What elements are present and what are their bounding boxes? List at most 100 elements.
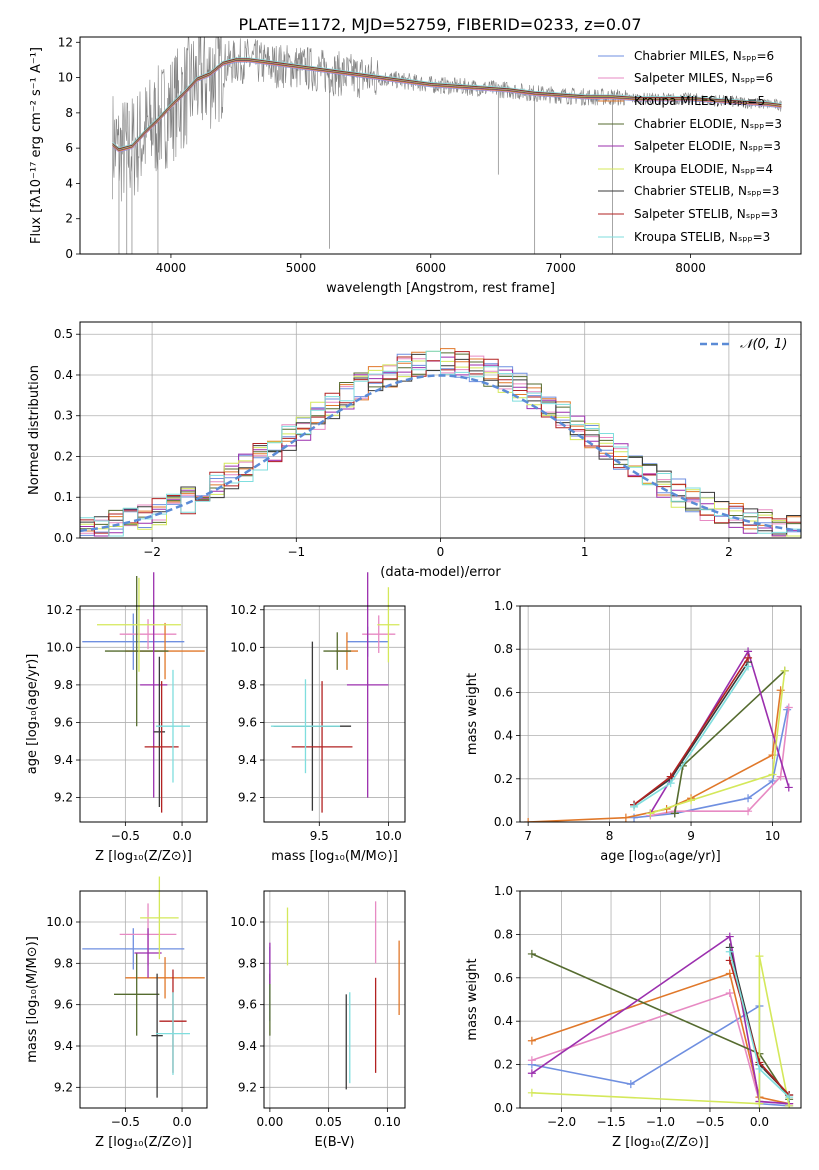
- ytick-label-0: 9.2: [238, 791, 257, 805]
- legend-label-4: Salpeter ELODIE, Nₛₚₚ=3: [634, 139, 781, 153]
- spectrum-legend: Chabrier MILES, Nₛₚₚ=6 Salpeter MILES, N…: [598, 49, 782, 244]
- ytick-label-1: 9.4: [238, 1039, 257, 1053]
- ytick-label-0: 9.2: [54, 1080, 73, 1094]
- xtick-label-3: 10: [765, 829, 780, 843]
- weight-marker-8-0: [725, 947, 734, 956]
- axes-frame: [519, 890, 802, 1109]
- ylabel-mass_vs_Z: mass [log₁₀(M/M⊙)]: [25, 936, 40, 1063]
- ytick-label-5: 0.5: [54, 327, 73, 341]
- xtick-label-0: 4000: [156, 261, 187, 275]
- axes-weight_vs_age: 7 8 9 10 0.0 0.2 0.4 0.6 0.8 1.0 age [log₁₀(age/yr…: [465, 599, 802, 864]
- xtick-label-1: 10.0: [375, 829, 402, 843]
- xtick-label-1: 5000: [286, 261, 317, 275]
- legend-entry-5: Kroupa ELODIE, Nₛₚₚ=4: [598, 162, 773, 176]
- legend-entry-7: Salpeter STELIB, Nₛₚₚ=3: [598, 207, 778, 221]
- axes-residuals: −2 −1 0 1 2 0.0 0.1 0.2 0.3 0.4 0.5 (data-model)/er…: [27, 321, 802, 580]
- weight-marker-2-1: [621, 813, 630, 822]
- weight-marker-3-0: [527, 949, 536, 958]
- xtick-label-2: 6000: [415, 261, 446, 275]
- xtick-label-0: 0.00: [257, 1115, 284, 1129]
- weight-marker-0-0: [630, 813, 639, 822]
- ytick-label-5: 1.0: [494, 884, 513, 898]
- figure-title: PLATE=1172, MJD=52759, FIBERID=0233, z=0…: [238, 15, 641, 34]
- xtick-label-0: −2: [143, 545, 161, 559]
- xtick-label-4: 2: [725, 545, 733, 559]
- ytick-label-0: 0.0: [54, 531, 73, 545]
- ylabel-spectrum: Flux [fλ10⁻¹⁷ erg cm⁻² s⁻¹ A⁻¹]: [29, 47, 44, 244]
- ytick-label-1: 9.4: [54, 1039, 73, 1053]
- legend-entry-3: Chabrier ELODIE, Nₛₚₚ=3: [598, 117, 782, 131]
- ytick-label-6: 12: [58, 35, 73, 49]
- xtick-label-1: 8: [606, 829, 614, 843]
- ytick-label-2: 0.4: [494, 729, 513, 743]
- legend-label-7: Salpeter STELIB, Nₛₚₚ=3: [634, 207, 778, 221]
- weight-marker-5-1: [687, 796, 696, 805]
- weight-marker-2-0: [527, 1036, 536, 1045]
- legend-label-1: Salpeter MILES, Nₛₚₚ=6: [634, 71, 773, 85]
- xtick-label-3: −0.5: [695, 1115, 724, 1129]
- ytick-label-0: 0.0: [494, 815, 513, 829]
- axes-age_vs_mass: 9.5 10.0 9.2 9.4 9.6 9.8 10.0 10.2 mass [log₁₀(M…: [230, 572, 406, 864]
- xlabel-mass_vs_Z: Z [log₁₀(Z/Z⊙)]: [95, 1135, 192, 1150]
- weight-marker-5-2: [755, 952, 764, 961]
- axes-frame: [79, 36, 802, 255]
- weight-lines-weight_vs_Z: [527, 932, 794, 1108]
- xtick-label-0: −0.5: [111, 829, 140, 843]
- weight-line-5: [650, 670, 786, 815]
- xtick-label-0: 7: [524, 829, 532, 843]
- axes-frame: [79, 321, 802, 539]
- weight-marker-0-4: [783, 705, 792, 714]
- ytick-label-1: 2: [65, 212, 73, 226]
- ytick-label-4: 0.8: [494, 927, 513, 941]
- weight-marker-1-1: [725, 988, 734, 997]
- ylabel-residuals: Normed distribution: [27, 365, 42, 495]
- ylabel-weight_vs_age: mass weight: [465, 673, 480, 755]
- axes-mass_vs_Z: −0.5 0.0 9.2 9.4 9.6 9.8 10.0 Z [log₁₀(Z/Z⊙)] ma…: [25, 876, 208, 1150]
- xlabel-age_vs_Z: Z [log₁₀(Z/Z⊙)]: [95, 849, 192, 864]
- xtick-label-1: −1.5: [596, 1115, 625, 1129]
- axes-frame: [79, 890, 208, 1109]
- xtick-label-4: 8000: [675, 261, 706, 275]
- xtick-label-0: −0.5: [111, 1115, 140, 1129]
- ytick-label-2: 0.4: [494, 1014, 513, 1028]
- xlabel-spectrum: wavelength [Angstrom, rest frame]: [326, 281, 555, 296]
- ytick-label-2: 4: [65, 176, 73, 190]
- xtick-label-1: −1: [287, 545, 305, 559]
- ytick-label-5: 10.2: [46, 603, 73, 617]
- ytick-label-0: 0: [65, 247, 73, 261]
- weight-marker-4-1: [725, 932, 734, 941]
- ytick-label-0: 9.2: [54, 791, 73, 805]
- ytick-label-1: 0.1: [54, 490, 73, 504]
- weight-marker-5-0: [646, 809, 655, 818]
- ytick-label-3: 6: [65, 141, 73, 155]
- weight-marker-5-0: [527, 1088, 536, 1097]
- weight-marker-5-3: [780, 666, 789, 675]
- observed-spectrum: [112, 37, 782, 202]
- xtick-label-1: 0.05: [315, 1115, 342, 1129]
- ytick-label-2: 9.6: [54, 998, 73, 1012]
- ytick-label-5: 10.2: [230, 603, 257, 617]
- ytick-label-4: 0.4: [54, 368, 73, 382]
- legend-label-2: Kroupa MILES, Nₛₚₚ=5: [634, 94, 765, 108]
- residual-histogram-8: [80, 350, 801, 537]
- weight-line-1: [650, 707, 790, 817]
- ytick-label-5: 10: [58, 71, 73, 85]
- weight-marker-8-1: [666, 779, 675, 788]
- ytick-label-2: 9.6: [238, 998, 257, 1012]
- weight-marker-1-0: [527, 1056, 536, 1065]
- axes-frame: [519, 605, 802, 823]
- axes-weight_vs_Z: −2.0 −1.5 −1.0 −0.5 0.0 0.0 0.2 0.4 0.6 0.8 1.0 Z […: [465, 884, 802, 1150]
- ytick-label-4: 10.0: [46, 640, 73, 654]
- xlabel-weight_vs_age: age [log₁₀(age/yr)]: [600, 849, 721, 864]
- xtick-label-0: −2.0: [547, 1115, 576, 1129]
- normal-curve: [80, 374, 801, 533]
- weight-marker-0-1: [626, 1080, 635, 1089]
- legend-entry-1: Salpeter MILES, Nₛₚₚ=6: [598, 71, 773, 85]
- ytick-label-1: 9.4: [238, 753, 257, 767]
- residual-legend: 𝒩(0, 1): [700, 337, 787, 352]
- xtick-label-1: 0.0: [173, 1115, 192, 1129]
- ytick-label-1: 9.4: [54, 753, 73, 767]
- ytick-label-3: 9.8: [54, 678, 73, 692]
- weight-marker-8-2: [744, 662, 753, 671]
